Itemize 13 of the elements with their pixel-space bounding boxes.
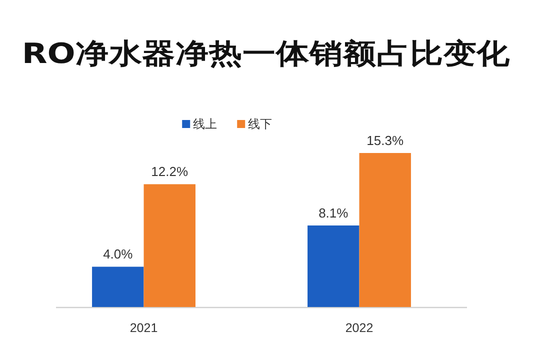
x-tick-label: 2021 xyxy=(130,321,158,335)
bar xyxy=(359,153,411,307)
data-label: 4.0% xyxy=(103,246,134,262)
bar xyxy=(92,266,144,307)
legend-label: 线上 xyxy=(193,117,218,131)
data-label: 8.1% xyxy=(318,205,349,220)
bar xyxy=(144,184,196,307)
data-label: 12.2% xyxy=(151,164,188,180)
bar xyxy=(308,225,360,307)
x-tick-label: 2022 xyxy=(345,321,374,335)
legend-label: 线下 xyxy=(248,117,272,131)
title: RO净水器净热一体销额占比变化 xyxy=(22,38,510,70)
data-label: 15.3% xyxy=(366,133,404,148)
